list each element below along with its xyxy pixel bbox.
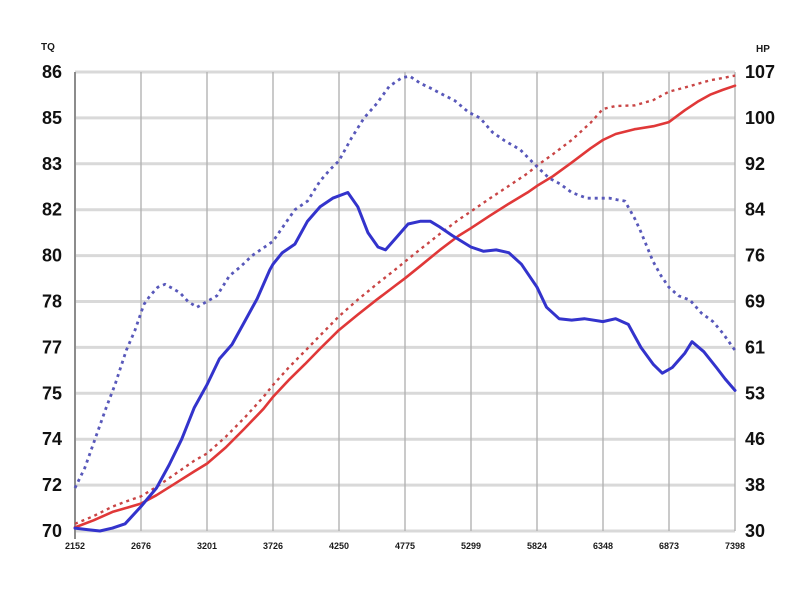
- x-axis-tick: 4775: [395, 541, 415, 551]
- torque-solid-run-curve: [73, 191, 737, 533]
- right-axis-tick: 69: [745, 292, 765, 312]
- x-axis-tick-labels: 2152 2676 3201 3726 4250 4775 5299 5824 6348 6873…: [65, 541, 745, 551]
- right-axis-tick: 84: [745, 200, 765, 220]
- left-axis-tick: 70: [42, 521, 62, 541]
- left-axis-tick: 85: [42, 108, 62, 128]
- x-axis-tick: 5299: [461, 541, 481, 551]
- x-axis-tick: 6873: [659, 541, 679, 551]
- left-axis-tick: 86: [42, 62, 62, 82]
- right-axis-tick: 61: [745, 337, 765, 357]
- x-axis-tick: 5824: [527, 541, 547, 551]
- curve-series: [73, 74, 737, 533]
- right-axis-tick-labels: 107 100 92 84 76 69 61 53 46 38 30: [745, 62, 775, 541]
- x-axis-tick: 4250: [329, 541, 349, 551]
- x-axis-tick: 7398: [725, 541, 745, 551]
- left-axis-tick: 77: [42, 337, 62, 357]
- x-axis-tick: 2152: [65, 541, 85, 551]
- x-axis-tick: 2676: [131, 541, 151, 551]
- right-axis-tick: 92: [745, 154, 765, 174]
- right-axis-tick: 76: [745, 246, 765, 266]
- torque-dashed-run-curve: [73, 74, 737, 489]
- hp-solid-run-curve: [73, 84, 737, 529]
- left-axis-tick-labels: 86 85 83 82 80 78 77 75 74 72 70: [42, 62, 62, 541]
- left-axis-tick: 83: [42, 154, 62, 174]
- right-axis-tick: 100: [745, 108, 775, 128]
- x-axis-tick: 6348: [593, 541, 613, 551]
- left-axis-tick: 75: [42, 383, 62, 403]
- left-axis-tick: 78: [42, 292, 62, 312]
- left-axis-tick: 82: [42, 200, 62, 220]
- right-axis-tick: 46: [745, 429, 765, 449]
- right-axis-tick: 30: [745, 521, 765, 541]
- right-axis-tick: 107: [745, 62, 775, 82]
- left-axis-tick: 74: [42, 429, 62, 449]
- left-axis-unit-label: TQ: [41, 42, 55, 53]
- x-axis-tick: 3201: [197, 541, 217, 551]
- right-axis-unit-label: HP: [756, 44, 770, 55]
- x-axis-tick: 3726: [263, 541, 283, 551]
- left-axis-tick: 80: [42, 246, 62, 266]
- right-axis-tick: 53: [745, 383, 765, 403]
- right-axis-tick: 38: [745, 475, 765, 495]
- left-axis-tick: 72: [42, 475, 62, 495]
- hp-dashed-run-curve: [74, 74, 736, 525]
